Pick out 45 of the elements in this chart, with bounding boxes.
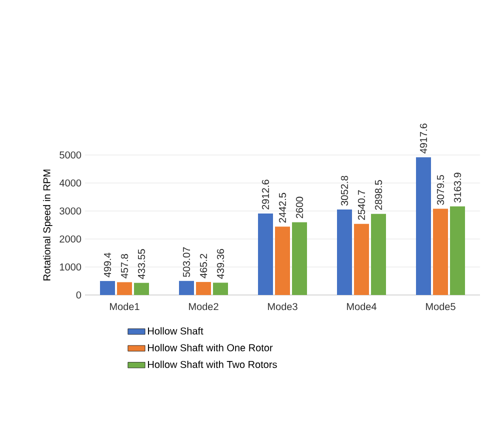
legend-label: Hollow Shaft with One Rotor xyxy=(148,344,273,352)
bar xyxy=(416,157,431,295)
x-tick-label: Mode4 xyxy=(347,302,376,310)
legend-label: Hollow Shaft xyxy=(148,327,204,335)
x-tick-label: Mode5 xyxy=(426,302,456,310)
bar xyxy=(371,214,386,295)
y-tick-label: 0 xyxy=(76,291,82,299)
x-tick-label: Mode2 xyxy=(189,302,218,310)
bar xyxy=(354,224,370,295)
y-tick-label: 4000 xyxy=(59,179,82,187)
data-label: 3163.9 xyxy=(454,172,462,202)
y-axis-title: Rotational Speed in RPM xyxy=(43,170,52,280)
bar xyxy=(275,226,290,295)
data-label: 503.07 xyxy=(182,247,190,277)
data-label: 499.4 xyxy=(104,252,112,278)
data-label: 3052.8 xyxy=(340,176,348,206)
bar xyxy=(179,280,194,295)
bar xyxy=(196,282,211,295)
bar xyxy=(292,222,308,295)
data-label: 433.55 xyxy=(138,249,146,280)
bar xyxy=(100,281,115,295)
data-label: 2898.5 xyxy=(374,180,382,210)
y-tick-label: 2000 xyxy=(60,235,82,243)
bar xyxy=(450,206,466,295)
legend-label: Hollow Shaft with Two Rotors xyxy=(148,360,277,368)
x-tick-label: Mode3 xyxy=(268,302,298,310)
bar xyxy=(433,208,448,295)
data-label: 2540.7 xyxy=(358,190,366,220)
data-label: 2442.5 xyxy=(278,192,286,223)
bar xyxy=(258,213,273,295)
data-label: 457.8 xyxy=(120,254,128,278)
bar xyxy=(213,282,228,295)
data-label: 439.36 xyxy=(216,249,224,279)
data-label: 465.2 xyxy=(200,254,208,278)
y-tick-label: 3000 xyxy=(60,207,82,215)
data-label: 3079.5 xyxy=(436,175,444,205)
bar xyxy=(337,210,352,295)
data-label: 2912.6 xyxy=(262,180,270,210)
y-tick-label: 1000 xyxy=(60,263,82,271)
bar xyxy=(134,282,150,295)
x-tick-label: Mode1 xyxy=(110,302,140,310)
data-label: 4917.6 xyxy=(420,124,428,154)
bar xyxy=(117,282,132,295)
y-tick-label: 5000 xyxy=(60,151,82,159)
data-label: 2600 xyxy=(296,196,304,218)
